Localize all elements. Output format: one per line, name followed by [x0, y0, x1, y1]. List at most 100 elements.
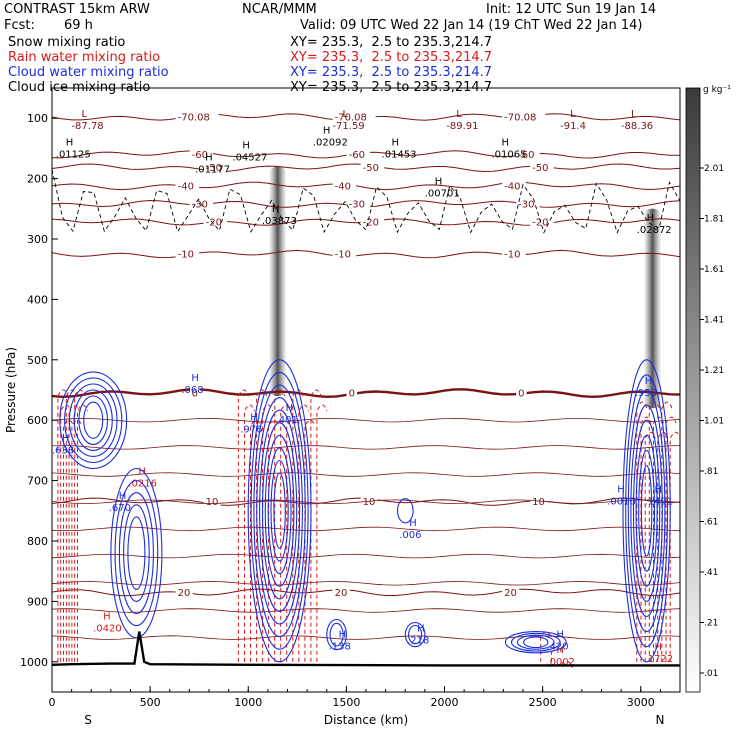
temperature-low-value: -91.4	[560, 121, 586, 132]
label-mask	[346, 197, 371, 209]
cloud-water-max-marker: H	[119, 491, 127, 502]
cloud-water-max-marker: H	[191, 373, 199, 384]
temperature-contour-label: -70.08	[335, 112, 367, 123]
label-mask	[189, 387, 201, 399]
snow-max-label: .01065	[491, 149, 526, 160]
rain-contour	[256, 389, 268, 662]
temperature-low-marker: L	[456, 109, 462, 120]
plot-frame	[51, 87, 681, 693]
label-mask	[530, 161, 554, 173]
cloud-water-max-marker: H	[250, 412, 258, 423]
label-mask	[516, 148, 540, 160]
x-tick-label: 2500	[529, 696, 557, 709]
temperature-contour-label: -40	[178, 181, 194, 192]
temperature-contour	[52, 608, 680, 613]
snow-max-label: .01453	[382, 149, 417, 160]
cloud-water-contour	[123, 504, 150, 602]
cloud-water-max-marker: H	[556, 630, 564, 641]
temperature-low-marker: L	[631, 109, 637, 120]
snow-max-marker: H	[647, 213, 655, 224]
rain-contour	[244, 404, 255, 662]
cloud-water-contour	[73, 389, 113, 451]
rain-contour	[237, 389, 249, 662]
temperature-contour	[52, 553, 680, 559]
temperature-contour-label: -20	[206, 218, 222, 229]
snow-max-marker: H	[323, 125, 331, 136]
x-tick-label: 1500	[332, 696, 360, 709]
snow-max-marker: H	[205, 153, 213, 164]
cloud-water-contour	[256, 397, 303, 625]
cloud-water-max-label: .006	[399, 530, 421, 541]
cloud-water-contour	[273, 472, 286, 550]
cloud-water-contour	[510, 632, 561, 652]
label-mask	[189, 197, 214, 209]
y-tick-label: 200	[27, 173, 48, 186]
cloud-water-contour	[250, 371, 309, 650]
temperature-contour	[52, 588, 680, 597]
rain-contour	[57, 389, 69, 662]
cloud-water-max-label: .670	[109, 503, 131, 514]
temperature-contour-label: -20	[363, 218, 379, 229]
cloud-water-max-marker: H	[286, 403, 294, 414]
temperature-low-marker: L	[570, 109, 576, 120]
temperature-low-marker: L	[342, 109, 348, 120]
colorbar-unit: g kg⁻¹	[703, 85, 731, 95]
temperature-low-value: -89.91	[446, 121, 478, 132]
temperature-contour	[52, 388, 680, 399]
rain-max-marker: H	[556, 645, 564, 656]
temperature-contour-label: -10	[504, 250, 520, 261]
field-cloudwater-name: Cloud water mixing ratio	[8, 65, 169, 80]
x-tick-label: 0	[49, 696, 56, 709]
field-snow-name: Snow mixing ratio	[8, 35, 126, 50]
cloud-water-max-marker: H	[409, 518, 417, 529]
terrain-line	[52, 631, 680, 667]
temperature-contour-label: 10	[532, 497, 545, 508]
label-mask	[516, 197, 540, 209]
temperature-low-value: -71.59	[332, 121, 364, 132]
cloud-water-max-label: .401	[276, 415, 298, 426]
left-endpoint-label: S	[84, 713, 92, 727]
temperature-contour-label: 20	[335, 588, 348, 599]
cloud-water-contour	[635, 434, 658, 587]
y-tick-label: 300	[27, 233, 48, 246]
x-tick-label: 500	[140, 696, 161, 709]
rain-contour	[661, 401, 673, 662]
valid-time: Valid: 09 UTC Wed 22 Jan 14 (19 ChT Wed …	[300, 18, 643, 33]
snow-max-label: .02092	[313, 137, 348, 148]
label-mask	[332, 248, 357, 260]
label-mask	[502, 586, 520, 598]
temperature-low-marker: L	[81, 109, 87, 120]
cloud-water-contour	[253, 384, 306, 638]
cloud-water-max-label: .420	[546, 642, 568, 653]
temperature-contour-label: -10	[335, 250, 351, 261]
rain-contour	[316, 404, 328, 662]
label-mask	[332, 586, 350, 598]
snow-max-label: .03873	[262, 216, 297, 227]
temperature-contour	[52, 526, 680, 532]
cloud-water-contour	[261, 422, 298, 600]
cloud-water-contour	[64, 377, 123, 464]
cloud-water-contour	[259, 409, 301, 613]
snow-max-marker: H	[392, 137, 400, 148]
label-mask	[502, 110, 546, 122]
cloud-water-contour	[68, 383, 118, 457]
label-mask	[203, 495, 221, 507]
rain-contour	[657, 431, 669, 662]
temperature-contour	[52, 181, 680, 191]
label-mask	[332, 179, 357, 191]
cloud-water-contour	[404, 621, 426, 648]
forecast-value: 69 h	[64, 18, 93, 33]
cloud-water-max-label: .218	[407, 636, 429, 647]
snow-max-marker: H	[66, 137, 74, 148]
cloud-water-max-marker: H	[339, 630, 347, 641]
colorbar-label: 1.01	[704, 417, 724, 427]
y-tick-label: 400	[27, 293, 48, 306]
cloud-water-contour	[516, 634, 555, 650]
temperature-contour	[52, 472, 680, 477]
center-label: NCAR/MMM	[242, 2, 317, 17]
rain-max-label: .0420	[93, 624, 122, 635]
label-mask	[360, 161, 385, 173]
cloud-water-max-label: .933	[635, 388, 657, 399]
temperature-contour	[52, 635, 680, 640]
rain-max-marker: H	[655, 642, 663, 653]
